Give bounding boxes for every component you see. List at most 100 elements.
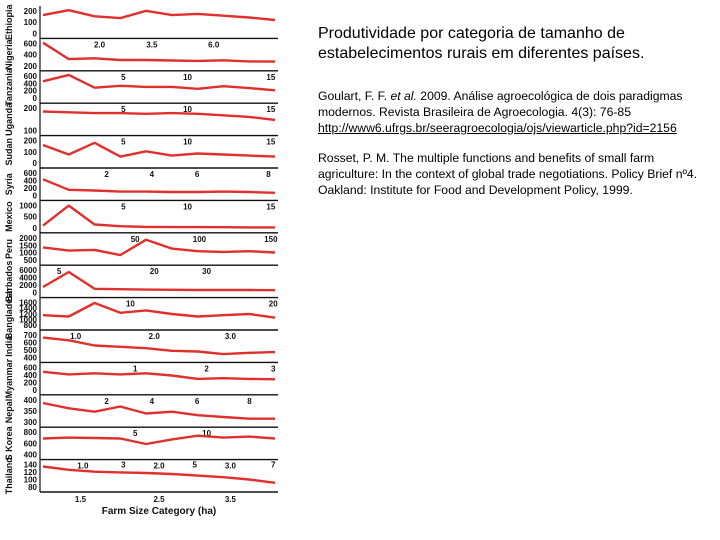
x-tick-label: 5 [57,267,62,276]
x-tick-label: 10 [183,73,192,82]
series-line [42,73,276,92]
panel-title: Produtividade por categoria de tamanho d… [318,25,645,62]
y-tick-label: 200 [24,137,38,146]
y-tick-label: 1400 [19,304,37,313]
x-tick-label: 50 [131,235,140,244]
x-tick-label: 5 [133,429,138,438]
y-tick-label: 1500 [19,241,37,250]
y-tick-label: 140 [24,461,38,470]
text-panel: Produtividade por categoria de tamanho d… [318,24,708,212]
y-tick-label: 0 [33,224,38,233]
x-tick-label: 15 [266,202,275,211]
y-tick-label: 400 [24,176,38,185]
y-tick-label: 350 [24,407,38,416]
y-tick-label: 600 [24,39,38,48]
country-label: Bangladesh [4,288,14,339]
x-tick-label: 8 [266,170,271,179]
panel-nigeria: Nigeria 600 400 200 5 10 15 [4,38,278,82]
country-label: Sudan [4,138,14,166]
y-tick-label: 200 [24,62,38,71]
y-tick-label: 600 [24,363,38,372]
country-label: Myanmar [4,358,14,398]
country-label: Nigeria [4,38,14,70]
x-tick-label: 20 [269,300,278,309]
y-tick-label: 1000 [19,315,37,324]
country-label: Barbados [4,261,14,303]
x-tick-label: 10 [126,300,135,309]
series-line [42,178,276,194]
y-tick-label: 200 [24,184,38,193]
x-tick-label: 1.0 [70,332,82,341]
series-line [42,141,276,158]
y-tick-label: 0 [33,159,38,168]
x-tick-label: 4 [150,170,155,179]
y-tick-label: 0 [33,191,38,200]
country-label: India [4,335,14,357]
x-tick-label: 6 [195,397,200,406]
y-tick-label: 500 [24,256,38,265]
panel-ethiopia: Ethiopia 200 100 0 2.0 3.5 6.0 [4,3,278,49]
y-tick-label: 0 [33,386,38,395]
y-tick-label: 0 [33,94,38,103]
y-tick-label: 400 [24,371,38,380]
reference-goulart: Goulart, F. F. et al. 2009. Análise agro… [318,88,708,136]
x-tick-label: 2 [104,170,109,179]
x-tick-label: 15 [266,73,275,82]
x-tick-label: 15 [266,138,275,147]
series-line [42,41,276,63]
y-tick-label: 600 [24,338,38,347]
x-tick-label: 3.0 [225,332,237,341]
x-tick-label: 150 [264,235,278,244]
x-axis-label: Farm Size Category (ha) [102,506,216,517]
x-tick-label: 5 [121,73,126,82]
country-label: Mexico [4,201,14,232]
x-tick-label: 30 [202,267,211,276]
y-tick-label: 800 [24,321,38,330]
x-tick-label: 2 [204,364,209,373]
y-tick-label: 200 [24,7,38,16]
x-tick-label: 7 [271,461,276,470]
series-line [42,336,276,356]
x-tick-label: 3.0 [225,462,237,471]
x-tick-label: 5 [192,461,197,470]
y-tick-label: 200 [24,378,38,387]
reference-goulart-etal: et al. [390,89,417,103]
country-label: Tanzania [4,67,14,106]
y-tick-label: 4000 [19,274,37,283]
series-line [42,370,276,381]
y-tick-label: 400 [24,396,38,405]
y-tick-label: 500 [24,213,38,222]
x-tick-label: 2.0 [149,332,161,341]
series-line [42,434,276,446]
series-line [42,465,276,484]
panel-sudan: Sudan 200 100 0 2 4 6 8 [4,137,278,179]
bottom-x-tick-label: 1.5 [75,495,87,504]
y-tick-label: 300 [24,418,38,427]
panel-nepal: Nepal 400 350 300 5 10 [4,396,278,438]
reference-goulart-link[interactable]: http://www6.ufrgs.br/seeragroecologia/oj… [318,121,677,135]
x-tick-label: 1 [133,364,138,373]
y-tick-label: 0 [33,29,38,38]
y-tick-label: 600 [24,169,38,178]
x-tick-label: 20 [150,267,159,276]
x-tick-label: 3 [121,461,126,470]
y-tick-label: 400 [24,51,38,60]
y-tick-label: 100 [24,127,38,136]
y-tick-label: 400 [24,451,38,460]
y-tick-label: 500 [24,346,38,355]
y-tick-label: 800 [24,428,38,437]
y-tick-label: 600 [24,439,38,448]
reference-rosset: Rosset, P. M. The multiple functions and… [318,151,698,197]
bottom-x-tick-label: 3.5 [225,495,237,504]
y-tick-label: 1200 [19,310,37,319]
y-tick-label: 6000 [19,266,37,275]
y-tick-label: 100 [24,18,38,27]
x-tick-label: 10 [183,202,192,211]
